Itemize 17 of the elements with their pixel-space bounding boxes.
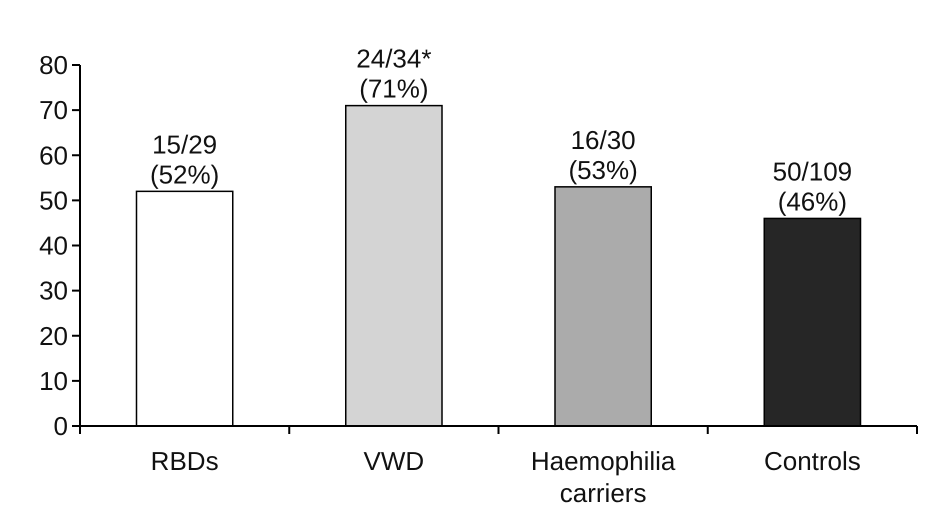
x-tick-label: RBDs (150, 446, 219, 476)
data-label: 15/29 (52%) (150, 129, 220, 190)
y-tick-label: 60 (39, 140, 68, 170)
data-label: 16/30 (53%) (568, 124, 638, 185)
y-tick-label: 80 (39, 50, 68, 80)
x-tick-label: Controls (764, 446, 861, 476)
y-tick-label: 40 (39, 230, 68, 261)
y-tick-label: 0 (54, 411, 68, 442)
data-label: 24/34* (71%) (356, 44, 432, 104)
y-tick-label: 30 (39, 276, 68, 306)
x-tick-label: Haemophilia carriers (530, 446, 676, 508)
y-tick-label: 20 (39, 320, 68, 351)
y-tick-label: 10 (39, 366, 68, 396)
y-tick-label: 50 (39, 185, 68, 216)
x-tick-label: VWD (364, 446, 424, 476)
y-tick-label: 70 (39, 95, 68, 126)
data-label: 50/109 (46%) (772, 156, 852, 216)
